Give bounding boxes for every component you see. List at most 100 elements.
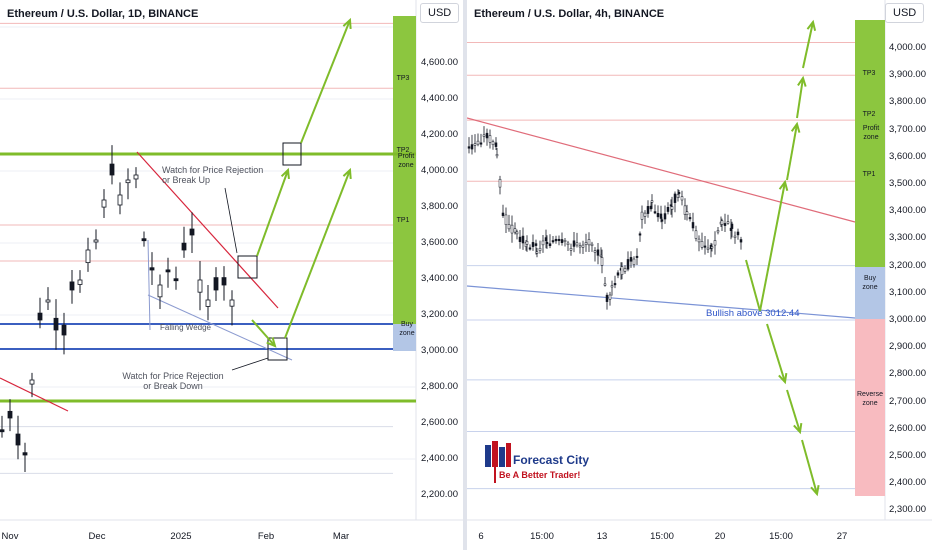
right-candle-68 <box>653 211 657 214</box>
right-x-label-2: 13 <box>596 531 608 542</box>
right-candle-79 <box>680 196 684 201</box>
right-candle-72 <box>663 213 667 220</box>
right-chart-canvas[interactable] <box>467 0 932 550</box>
right-candle-64 <box>643 212 647 217</box>
left-y-label-0: 4,600.00 <box>421 57 458 68</box>
left-x-label-2: 2025 <box>170 531 192 542</box>
left-x-label-4: Mar <box>332 531 350 542</box>
right-candle-16 <box>513 228 517 233</box>
right-candle-5 <box>482 134 486 137</box>
left-candle-3 <box>22 452 28 456</box>
right-candle-2 <box>473 143 477 146</box>
right-candle-80 <box>683 205 687 215</box>
left-chart-panel[interactable]: Ethereum / U.S. Dollar, 1D, BINANCE USD … <box>0 0 463 550</box>
right-candle-95 <box>723 223 727 226</box>
left-tp2-label: TP2 <box>396 147 410 154</box>
left-candle-10 <box>77 279 83 285</box>
right-candle-6 <box>485 132 489 139</box>
left-arrow-tp3-head <box>342 17 352 30</box>
right-profit-zone <box>855 20 885 267</box>
left-candle-13 <box>101 199 107 208</box>
right-candle-53 <box>613 283 617 286</box>
right-y-label-8: 3,200.00 <box>889 259 926 271</box>
right-candle-29 <box>545 241 549 244</box>
right-y-label-4: 3,600.00 <box>889 150 926 162</box>
right-candle-34 <box>560 239 564 243</box>
panel-divider[interactable] <box>463 0 467 550</box>
left-currency-button[interactable]: USD <box>420 3 460 23</box>
left-y-label-5: 3,600.00 <box>421 237 458 248</box>
left-arrow-down-to-box <box>251 319 276 347</box>
right-candle-10 <box>495 154 499 157</box>
right-y-label-10: 3,000.00 <box>889 314 926 325</box>
left-tp3-label: TP3 <box>396 75 410 82</box>
right-buy-zone-label: Buy zone <box>862 275 878 291</box>
left-candle-25 <box>197 279 203 293</box>
left-candle-1 <box>7 410 13 419</box>
left-y-label-11: 2,400.00 <box>421 453 458 464</box>
right-candle-99 <box>733 235 737 238</box>
right-arrow-up-2 <box>786 123 798 181</box>
right-bullish-note: Bullish above 3012.44 <box>706 308 800 319</box>
right-candle-40 <box>578 245 582 248</box>
right-tp3-label: TP3 <box>862 70 876 77</box>
right-candle-30 <box>548 243 552 247</box>
right-arrow-down-3 <box>801 439 818 495</box>
right-y-label-9: 3,100.00 <box>889 286 926 298</box>
right-arrow-up-2-head <box>790 121 801 133</box>
right-candle-0 <box>467 146 471 149</box>
left-wedge-bar <box>147 239 151 331</box>
right-arrow-down-2 <box>786 389 801 433</box>
right-candle-31 <box>551 240 555 243</box>
right-y-label-12: 2,800.00 <box>889 368 926 380</box>
left-y-label-3: 4,000.00 <box>421 165 458 176</box>
right-x-label-6: 27 <box>836 531 848 542</box>
right-candle-15 <box>510 224 514 234</box>
right-candle-86 <box>700 241 704 248</box>
right-currency-button[interactable]: USD <box>885 3 925 23</box>
right-chart-panel[interactable]: Ethereum / U.S. Dollar, 4h, BINANCE USD … <box>467 0 932 550</box>
right-candle-14 <box>507 224 511 230</box>
right-candle-7 <box>488 135 492 143</box>
right-candle-41 <box>581 244 585 248</box>
left-candle-18 <box>141 238 147 242</box>
left-chart-title: Ethereum / U.S. Dollar, 1D, BINANCE <box>7 8 199 20</box>
left-y-label-9: 2,800.00 <box>421 381 458 392</box>
right-candle-100 <box>736 231 740 236</box>
right-candle-76 <box>673 193 677 203</box>
right-arrow-down-2-head <box>793 422 803 435</box>
left-watch-down-note: Watch for Price Rejection or Break Down <box>122 371 224 391</box>
right-y-label-15: 2,500.00 <box>889 450 926 461</box>
left-chart-canvas[interactable] <box>0 0 463 550</box>
right-y-label-16: 2,400.00 <box>889 477 926 489</box>
left-candle-7 <box>53 317 59 331</box>
left-x-label-0: Nov <box>1 531 19 542</box>
left-profit-zone-label: Profit zone <box>397 153 415 169</box>
left-candle-29 <box>229 299 235 307</box>
left-buy-zone-label: Buy zone <box>399 321 415 337</box>
right-y-label-11: 2,900.00 <box>889 341 926 353</box>
right-candle-33 <box>557 238 561 241</box>
right-candle-9 <box>494 142 498 147</box>
left-candle-27 <box>213 277 219 291</box>
right-candle-19 <box>521 235 525 244</box>
right-candle-38 <box>572 240 576 247</box>
left-arrow-breakdown-head <box>342 167 352 180</box>
right-candle-1 <box>470 144 474 150</box>
left-y-label-4: 3,800.00 <box>421 201 458 212</box>
left-note-up-pointer <box>224 187 238 254</box>
left-breakdown-box <box>267 337 288 361</box>
left-y-label-7: 3,200.00 <box>421 309 458 320</box>
right-arrow-up-3 <box>796 77 804 119</box>
right-candle-90 <box>710 246 714 249</box>
right-candle-58 <box>626 259 630 270</box>
right-x-label-0: 6 <box>478 531 484 542</box>
right-candle-17 <box>515 231 519 235</box>
left-candle-19 <box>149 267 155 271</box>
right-candle-101 <box>739 239 743 243</box>
right-candle-70 <box>659 213 663 219</box>
left-note-down-pointer <box>231 357 269 371</box>
left-candle-26 <box>205 299 211 307</box>
left-falling-wedge-note: Falling Wedge <box>160 323 211 332</box>
left-candle-6 <box>45 299 51 303</box>
